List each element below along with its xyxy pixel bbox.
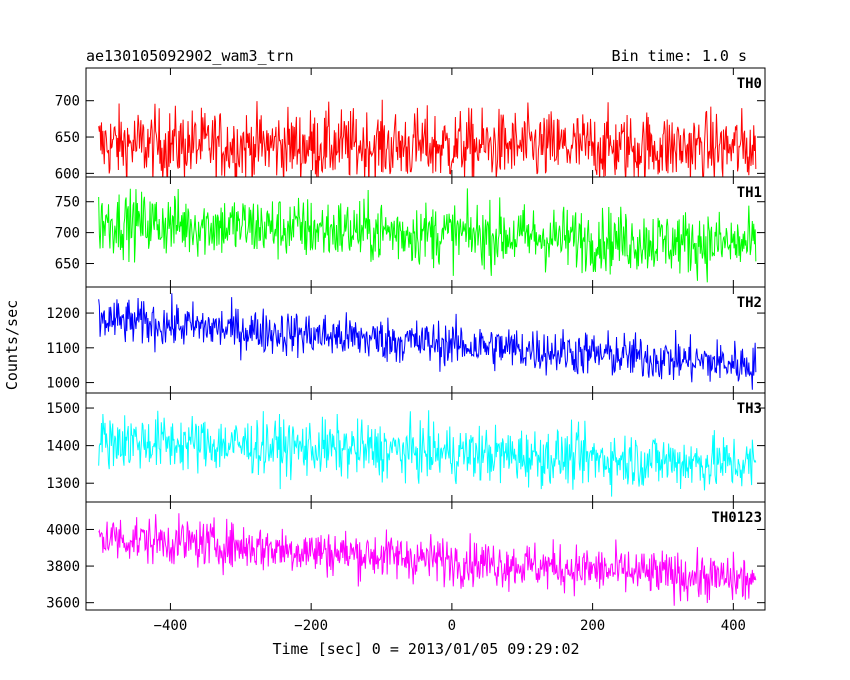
- y-tick-label: 600: [55, 166, 80, 182]
- panel-th2: 1000 1100 1200 TH2: [46, 286, 766, 394]
- x-tick-label: 0: [448, 618, 456, 634]
- panel-label-th0123: TH0123: [711, 510, 762, 526]
- x-axis-label: Time [sec] 0 = 2013/01/05 09:29:02: [272, 640, 579, 658]
- x-tick-label: −400: [154, 618, 188, 634]
- y-axis-label: Counts/sec: [3, 300, 21, 390]
- x-tick-label: −200: [294, 618, 328, 634]
- panel-frame: [85, 501, 766, 611]
- y-tick-label: 4000: [46, 522, 80, 538]
- y-tick-label: 3600: [46, 596, 80, 612]
- x-axis: −400 −200 0 200 400: [154, 618, 746, 634]
- panel-label-th3: TH3: [737, 401, 762, 417]
- bin-time-label: Bin time: 1.0 s: [612, 47, 747, 65]
- panel-label-th2: TH2: [737, 295, 762, 311]
- y-tick-label: 1100: [46, 341, 80, 357]
- panel-th3: 1300 1400 1500 TH3: [46, 392, 766, 503]
- series-line-th0: [98, 99, 757, 177]
- series-line-th2: [98, 293, 757, 390]
- panel-label-th0: TH0: [737, 76, 762, 92]
- y-tick-label: 1500: [46, 401, 80, 417]
- y-tick-label: 3800: [46, 559, 80, 575]
- chart-title: ae130105092902_wam3_trn: [86, 47, 294, 65]
- y-tick-label: 650: [55, 257, 80, 273]
- y-tick-label: 1400: [46, 439, 80, 455]
- y-tick-label: 1200: [46, 306, 80, 322]
- panel-th0: 600 650 700 TH0: [55, 67, 766, 182]
- y-tick-label: 650: [55, 130, 80, 146]
- series-line-th3: [98, 410, 757, 497]
- panel-th0123: 3600 3800 4000 TH0123: [46, 501, 766, 612]
- panel-frame: [85, 286, 766, 394]
- x-tick-label: 400: [721, 618, 746, 634]
- y-tick-label: 700: [55, 94, 80, 110]
- y-tick-label: 750: [55, 195, 80, 211]
- y-tick-label: 700: [55, 226, 80, 242]
- y-tick-label: 1300: [46, 476, 80, 492]
- x-tick-label: 200: [580, 618, 605, 634]
- panel-label-th1: TH1: [737, 185, 762, 201]
- y-tick-label: 1000: [46, 376, 80, 392]
- series-line-th1: [98, 188, 757, 283]
- panels-group: 600650700TH0650700750TH1100011001200TH21…: [46, 67, 766, 612]
- series-line-th0123: [98, 513, 757, 606]
- panel-th1: 650 700 750 TH1: [55, 176, 766, 288]
